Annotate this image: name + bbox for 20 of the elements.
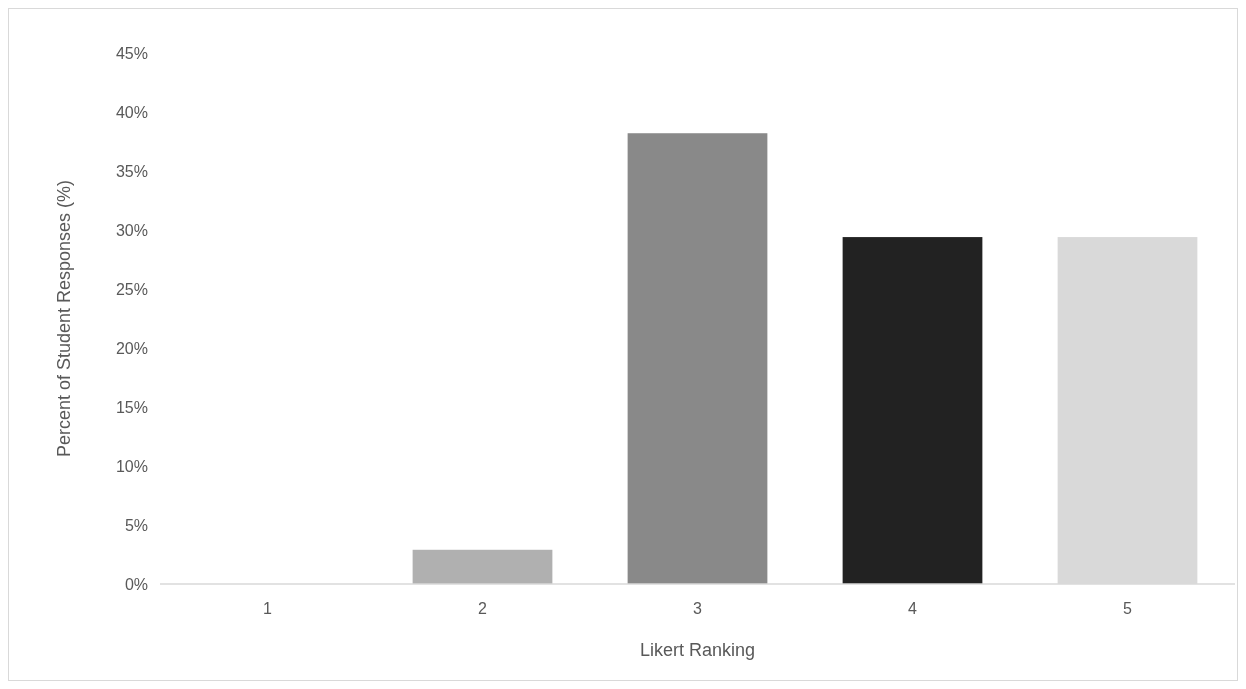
x-tick-label: 1 [263, 600, 273, 617]
y-tick-label: 45% [115, 44, 148, 62]
x-tick-label: 5 [1123, 600, 1133, 617]
y-tick-label: 20% [115, 339, 148, 357]
bar [627, 133, 768, 584]
bar [842, 237, 983, 584]
bar [412, 549, 553, 584]
y-tick-label: 30% [115, 221, 148, 239]
y-tick-label: 40% [115, 103, 148, 121]
y-tick-label: 5% [124, 516, 148, 534]
y-axis-title: Percent of Student Responses (%) [54, 179, 74, 458]
y-tick-label: 10% [115, 457, 148, 475]
y-tick-label: 25% [115, 280, 148, 298]
y-tick-label: 15% [115, 398, 148, 416]
x-tick-label: 4 [908, 600, 918, 617]
x-tick-label: 2 [478, 600, 488, 617]
x-axis-title: Likert Ranking [639, 640, 756, 660]
x-tick-label: 3 [693, 600, 703, 617]
y-tick-label: 35% [115, 162, 148, 180]
y-tick-label: 0% [124, 575, 148, 593]
